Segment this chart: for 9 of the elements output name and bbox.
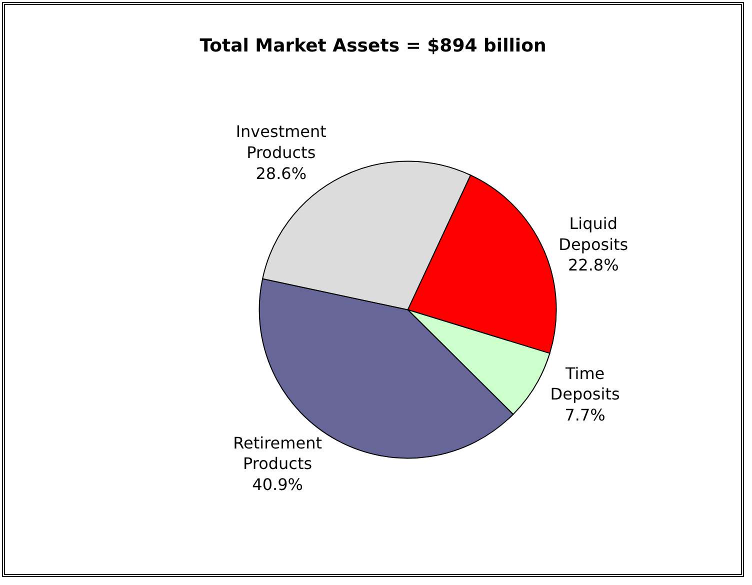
slice-label: Investment Products <box>236 122 326 162</box>
data-label: 22.8% <box>568 256 619 275</box>
data-label: 7.7% <box>564 405 606 424</box>
slice-label: Retirement Products <box>233 433 322 474</box>
data-label: 28.6% <box>256 164 307 183</box>
chart-title: Total Market Assets = $894 billion <box>200 36 546 57</box>
data-label: 40.9% <box>252 475 303 494</box>
slice-label: Liquid Deposits <box>558 214 628 254</box>
slice-label: Time Deposits <box>550 364 620 404</box>
